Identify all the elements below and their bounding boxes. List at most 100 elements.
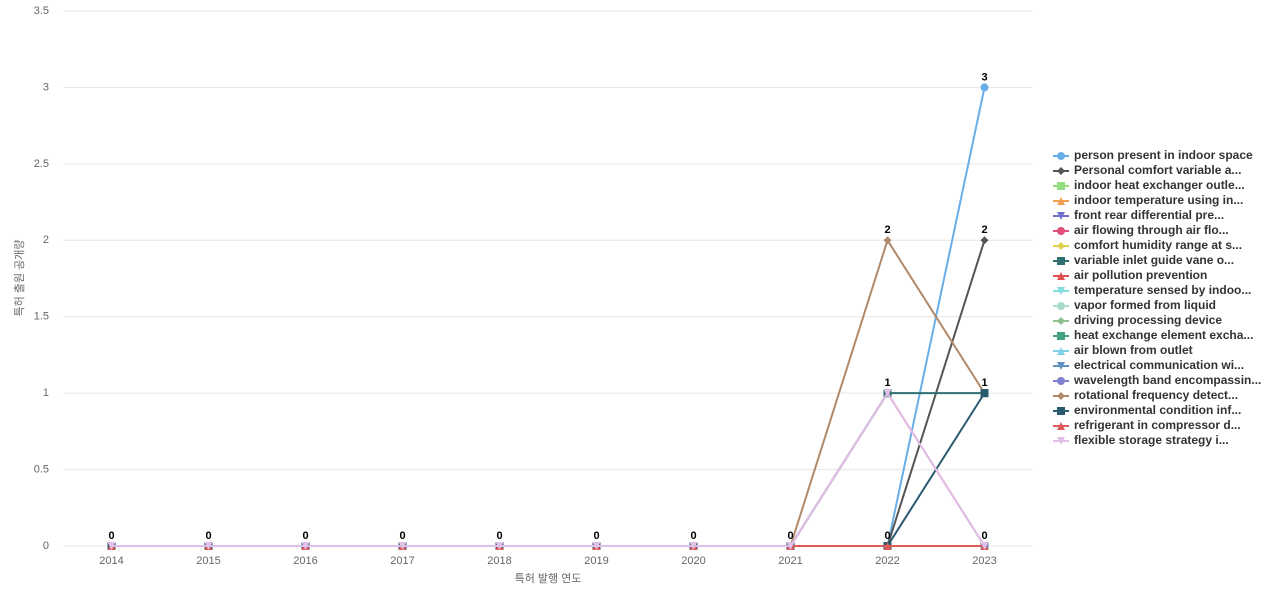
legend-item: refrigerant in compressor d... [1053, 418, 1241, 432]
legend-marker [1057, 197, 1065, 205]
legend-item: indoor temperature using in... [1053, 193, 1243, 207]
point [980, 389, 989, 398]
point [980, 542, 989, 550]
point [301, 542, 310, 550]
legend-marker [1057, 152, 1065, 160]
value-label: 1 [981, 377, 987, 389]
value-label: 0 [496, 530, 502, 542]
legend-marker [1057, 242, 1065, 250]
legend-marker [1057, 317, 1065, 325]
legend-label: air pollution prevention [1074, 268, 1207, 282]
legend-label: electrical communication wi... [1074, 358, 1244, 372]
x-tick-label: 2014 [99, 555, 123, 567]
legend-marker [1057, 407, 1065, 415]
legend-label: flexible storage strategy i... [1074, 433, 1229, 447]
legend-label: temperature sensed by indoo... [1074, 283, 1251, 297]
legend-item: driving processing device [1053, 313, 1222, 327]
legend-item: electrical communication wi... [1053, 358, 1244, 372]
legend-item: heat exchange element excha... [1053, 328, 1253, 342]
point [592, 542, 601, 550]
legend-label: indoor temperature using in... [1074, 193, 1243, 207]
y-axis-title: 특허 출원 공개량 [13, 240, 26, 317]
legend-item: temperature sensed by indoo... [1053, 283, 1251, 297]
legend-item: air pollution prevention [1053, 268, 1207, 282]
legend-item: comfort humidity range at s... [1053, 238, 1242, 252]
legend-marker [1057, 392, 1065, 400]
legend-marker [1057, 227, 1065, 235]
legend-item: air blown from outlet [1053, 343, 1193, 357]
legend-marker [1057, 362, 1065, 370]
x-tick-label: 2018 [487, 555, 511, 567]
legend-item: person present in indoor space [1053, 148, 1253, 162]
legend-item: flexible storage strategy i... [1053, 433, 1229, 447]
point [398, 542, 407, 550]
legend-marker [1057, 182, 1065, 190]
point [786, 542, 795, 550]
legend-marker [1057, 257, 1065, 265]
x-axis-title: 특허 발행 연도 [515, 572, 582, 585]
legend-marker [1057, 287, 1065, 295]
point [980, 236, 989, 245]
legend-item: air flowing through air flo... [1053, 223, 1229, 237]
y-tick-label: 1.5 [34, 311, 49, 323]
y-tick-label: 1 [43, 387, 49, 399]
x-tick-label: 2023 [972, 555, 996, 567]
x-tick-label: 2021 [778, 555, 802, 567]
x-tick-label: 2019 [584, 555, 608, 567]
value-label: 0 [593, 530, 599, 542]
point [204, 542, 213, 550]
legend-label: driving processing device [1074, 313, 1222, 327]
value-label: 0 [302, 530, 308, 542]
point [107, 542, 116, 550]
value-label: 2 [884, 224, 890, 236]
legend-marker [1057, 347, 1065, 355]
point [495, 542, 504, 550]
legend-marker [1057, 212, 1065, 220]
point [883, 389, 892, 398]
legend-label: comfort humidity range at s... [1074, 238, 1242, 252]
legend-label: person present in indoor space [1074, 148, 1253, 162]
legend-label: rotational frequency detect... [1074, 388, 1238, 402]
series [107, 389, 989, 550]
y-tick-label: 3.5 [34, 5, 49, 17]
x-tick-label: 2020 [681, 555, 705, 567]
legend-item: indoor heat exchanger outle... [1053, 178, 1245, 192]
value-label: 1 [884, 377, 890, 389]
legend-marker [1057, 422, 1065, 430]
legend-item: vapor formed from liquid [1053, 298, 1216, 312]
legend-marker [1057, 167, 1065, 175]
legend-label: vapor formed from liquid [1074, 298, 1216, 312]
y-tick-label: 2 [43, 234, 49, 246]
value-label: 0 [981, 530, 987, 542]
legend-item: front rear differential pre... [1053, 208, 1224, 222]
point [883, 236, 892, 245]
value-label: 0 [787, 530, 793, 542]
legend-item: rotational frequency detect... [1053, 388, 1238, 402]
legend-marker [1057, 377, 1065, 385]
value-label: 0 [205, 530, 211, 542]
legend-label: air blown from outlet [1074, 343, 1193, 357]
legend-marker [1057, 437, 1065, 445]
value-label: 2 [981, 224, 987, 236]
legend-label: front rear differential pre... [1074, 208, 1224, 222]
point [689, 542, 698, 550]
x-tick-label: 2015 [196, 555, 220, 567]
x-tick-label: 2022 [875, 555, 899, 567]
legend-label: variable inlet guide vane o... [1074, 253, 1234, 267]
value-label: 0 [884, 530, 890, 542]
legend-marker [1057, 272, 1065, 280]
value-label: 0 [108, 530, 114, 542]
legend-label: Personal comfort variable a... [1074, 163, 1241, 177]
legend-marker [1057, 302, 1065, 310]
value-label: 0 [690, 530, 696, 542]
legend-item: Personal comfort variable a... [1053, 163, 1241, 177]
y-tick-label: 0.5 [34, 463, 49, 475]
legend-item: environmental condition inf... [1053, 403, 1241, 417]
series-line [111, 391, 986, 547]
y-tick-label: 3 [43, 81, 49, 93]
legend-label: environmental condition inf... [1074, 403, 1241, 417]
legend-label: refrigerant in compressor d... [1074, 418, 1241, 432]
point [980, 83, 989, 92]
